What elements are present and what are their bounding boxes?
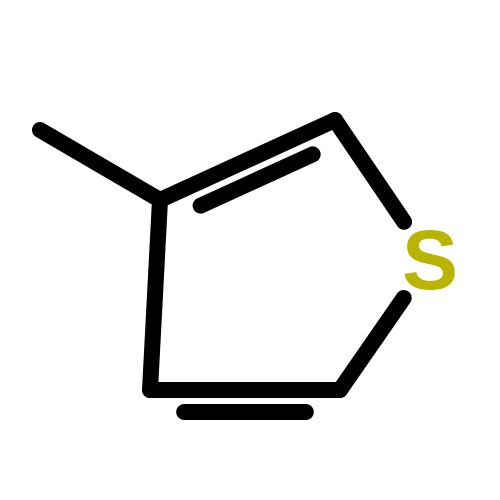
bond [335,120,404,222]
bond [150,200,160,390]
bond [340,298,404,390]
bond [40,130,160,200]
s-atom-label: S [402,213,458,307]
molecule-diagram: S [0,0,500,500]
